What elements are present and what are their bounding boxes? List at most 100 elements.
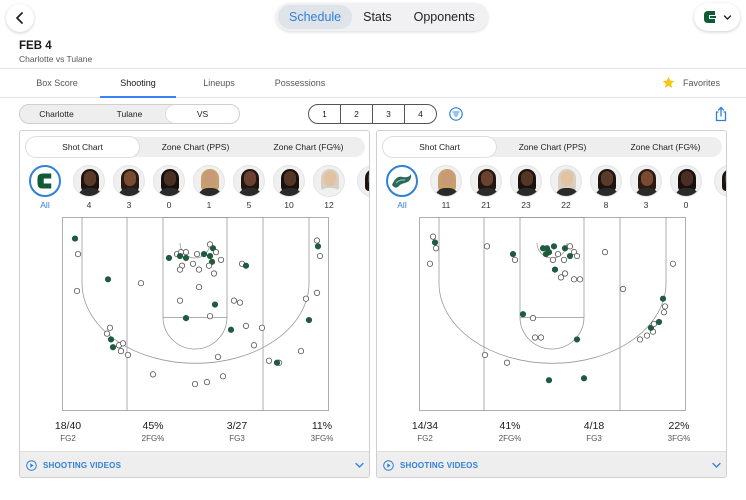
shot-made-marker[interactable] — [182, 254, 190, 262]
shot-made-marker[interactable] — [314, 243, 322, 250]
shot-missed-marker[interactable] — [119, 340, 127, 347]
period-4[interactable]: 4 — [418, 109, 423, 119]
shot-missed-marker[interactable] — [195, 266, 203, 273]
shot-missed-marker[interactable] — [481, 351, 489, 359]
shot-made-marker[interactable] — [211, 301, 219, 308]
shot-made-marker[interactable] — [551, 266, 559, 273]
player-filter-all[interactable]: All — [28, 165, 62, 210]
shot-made-marker[interactable] — [659, 295, 667, 302]
team-selector-button[interactable] — [694, 3, 740, 31]
shot-missed-marker[interactable] — [137, 280, 145, 287]
shot-missed-marker[interactable] — [313, 289, 321, 297]
shot-made-marker[interactable] — [107, 336, 115, 343]
shot-made-marker[interactable] — [165, 254, 173, 262]
shot-missed-marker[interactable] — [191, 380, 199, 388]
back-button[interactable] — [6, 4, 34, 32]
share-icon[interactable] — [713, 106, 729, 122]
shot-missed-marker[interactable] — [195, 283, 203, 291]
player-filter-item[interactable]: 3 — [112, 165, 146, 210]
shot-missed-marker[interactable] — [206, 313, 214, 320]
tab-lineups[interactable]: Lineups — [203, 78, 235, 88]
shot-missed-marker[interactable] — [557, 274, 565, 281]
player-filter-all[interactable]: All — [385, 165, 419, 210]
shot-missed-marker[interactable] — [531, 334, 539, 341]
period-2[interactable]: 2 — [341, 105, 373, 123]
shot-missed-marker[interactable] — [529, 315, 537, 322]
player-filter-item[interactable]: 1 — [192, 165, 226, 210]
shot-missed-marker[interactable] — [265, 357, 273, 364]
shot-made-marker[interactable] — [561, 245, 569, 252]
shooting-videos-bar[interactable]: SHOOTING VIDEOS — [377, 451, 726, 477]
shot-missed-marker[interactable] — [660, 309, 668, 316]
shot-made-marker[interactable] — [573, 336, 581, 343]
shot-missed-marker[interactable] — [242, 322, 250, 329]
shot-missed-marker[interactable] — [576, 276, 584, 283]
tab-possessions[interactable]: Possessions — [274, 78, 326, 88]
tab-stats[interactable]: Stats — [363, 10, 392, 24]
tab-shooting[interactable]: Shooting — [100, 69, 176, 98]
shot-made-marker[interactable] — [305, 316, 313, 324]
shot-missed-marker[interactable] — [236, 299, 244, 306]
shot-missed-marker[interactable] — [182, 249, 190, 256]
player-filter-item[interactable]: 11 — [429, 165, 463, 210]
shot-made-marker[interactable] — [206, 252, 214, 260]
player-filter-item[interactable]: 5 — [232, 165, 266, 210]
player-filter-overflow[interactable] — [356, 165, 369, 197]
player-filter-item[interactable]: 10 — [272, 165, 306, 210]
tab-box-score[interactable]: Box Score — [36, 78, 78, 88]
shot-missed-marker[interactable] — [203, 379, 211, 386]
shot-missed-marker[interactable] — [217, 256, 225, 264]
tab-opponents[interactable]: Opponents — [413, 10, 475, 24]
shot-missed-marker[interactable] — [661, 303, 669, 310]
shot-missed-marker[interactable] — [570, 276, 578, 283]
shot-missed-marker[interactable] — [205, 262, 213, 269]
shooting-videos-bar[interactable]: SHOOTING VIDEOS — [20, 451, 369, 477]
player-filter-item[interactable]: 22 — [549, 165, 583, 210]
shot-missed-marker[interactable] — [176, 266, 184, 273]
tab-shot-chart[interactable]: Shot Chart — [383, 137, 496, 157]
shot-missed-marker[interactable] — [650, 320, 658, 328]
filter-icon[interactable] — [449, 107, 463, 121]
shot-made-marker[interactable] — [71, 235, 79, 242]
shot-missed-marker[interactable] — [124, 351, 132, 359]
shot-missed-marker[interactable] — [219, 373, 227, 380]
shot-missed-marker[interactable] — [313, 237, 321, 244]
shot-missed-marker[interactable] — [302, 295, 310, 302]
shot-missed-marker[interactable] — [432, 245, 440, 252]
player-filter-overflow[interactable] — [713, 165, 726, 197]
shot-missed-marker[interactable] — [669, 260, 677, 267]
shot-made-marker[interactable] — [655, 318, 663, 326]
shot-made-marker[interactable] — [109, 344, 117, 351]
shot-missed-marker[interactable] — [636, 336, 644, 343]
player-filter-item[interactable]: 0 — [152, 165, 186, 210]
shot-made-marker[interactable] — [104, 276, 112, 283]
shot-missed-marker[interactable] — [250, 342, 258, 349]
tab-schedule[interactable]: Schedule — [278, 5, 353, 29]
shot-made-marker[interactable] — [509, 250, 517, 258]
shot-missed-marker[interactable] — [230, 297, 238, 304]
tab-zone-chart-pps[interactable]: Zone Chart (PPS) — [518, 142, 587, 152]
chevron-down-icon[interactable] — [354, 460, 365, 471]
shot-made-marker[interactable] — [200, 250, 208, 258]
tab-zone-chart-fg[interactable]: Zone Chart (FG%) — [273, 142, 344, 152]
shot-missed-marker[interactable] — [561, 270, 569, 277]
shot-missed-marker[interactable] — [429, 233, 437, 240]
shot-missed-marker[interactable] — [573, 252, 581, 260]
shot-made-marker[interactable] — [545, 249, 553, 256]
shot-made-marker[interactable] — [566, 252, 574, 260]
shot-missed-marker[interactable] — [103, 330, 111, 337]
shot-missed-marker[interactable] — [426, 260, 434, 267]
player-filter-item[interactable]: 8 — [589, 165, 623, 210]
shot-missed-marker[interactable] — [176, 297, 184, 304]
player-filter-item[interactable]: 12 — [312, 165, 346, 210]
player-filter-item[interactable]: 0 — [669, 165, 703, 210]
shot-missed-marker[interactable] — [643, 332, 651, 339]
shot-made-marker[interactable] — [176, 252, 184, 260]
shot-missed-marker[interactable] — [189, 260, 197, 267]
shot-missed-marker[interactable] — [214, 353, 222, 361]
shot-missed-marker[interactable] — [316, 252, 324, 260]
shot-made-marker[interactable] — [539, 245, 547, 252]
shot-made-marker[interactable] — [545, 377, 553, 384]
shot-made-marker[interactable] — [519, 311, 527, 318]
shot-missed-marker[interactable] — [619, 285, 627, 293]
